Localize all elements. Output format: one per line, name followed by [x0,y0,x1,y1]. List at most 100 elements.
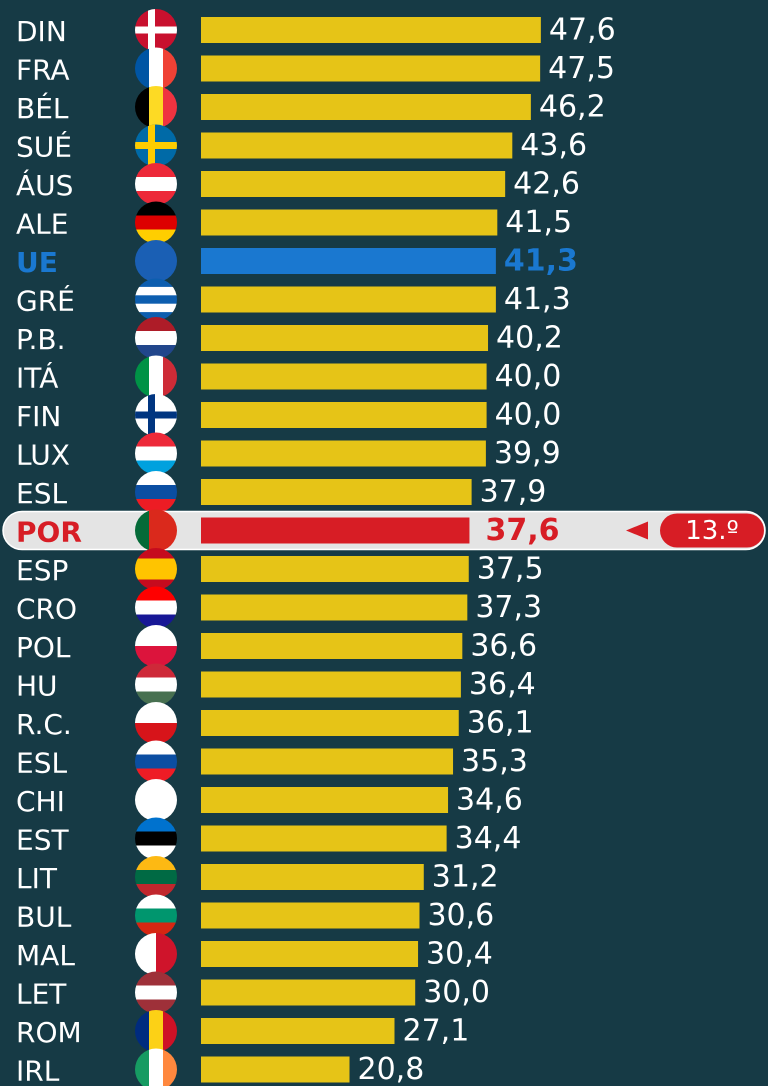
value-label: 30,0 [423,975,490,1010]
flag-stripe [149,47,164,90]
flag [135,702,177,744]
flag-stripe [135,569,177,580]
bar [201,710,459,736]
category-label: POL [16,631,71,664]
bar [201,55,541,82]
flag-stripe [135,856,177,871]
value-label: 31,2 [432,860,499,895]
value-label: 37,3 [475,590,542,625]
flag-stripe [135,985,177,1000]
value-label: 34,6 [456,783,523,818]
flag-stripe [135,295,177,305]
category-label: ESL [16,477,67,510]
flag-cross [148,9,155,51]
flag-stripe [135,817,177,832]
flag-cross [148,124,155,167]
flag-stripe [135,922,177,937]
flag-stripe [135,831,177,846]
value-label: 20,8 [358,1052,425,1086]
flag-stripe [135,177,177,192]
value-label: 36,4 [469,667,536,702]
value-label: 39,9 [494,436,561,471]
flag-stripe [135,845,177,860]
bar [201,132,513,159]
category-label: LET [16,978,67,1011]
bar [201,787,449,813]
flag-stripe [149,509,164,552]
flag-stripe [135,191,177,205]
bar [201,94,531,120]
value-label: 35,3 [461,744,528,779]
category-label: GRÉ [16,284,75,318]
flag-stripe [135,509,150,552]
flag-stripe [135,355,150,398]
flag-stripe [135,558,177,570]
flag-stripe [135,499,177,513]
flag-stripe [135,723,177,744]
flag-stripe [163,47,177,90]
flag [135,625,177,667]
flag [135,1010,177,1052]
category-label: CHI [16,785,65,818]
value-label: 40,2 [496,321,563,356]
flag-stripe [135,47,150,90]
category-label: BÉL [16,91,69,125]
category-label: LIT [16,862,58,895]
flag-stripe [135,471,177,486]
bar [201,825,447,852]
category-label: HU [16,670,58,703]
bar [201,248,496,274]
category-label: FRA [16,54,70,87]
category-label: ROM [16,1016,82,1049]
bar [201,1056,350,1083]
value-label: 41,5 [505,205,572,240]
bar [201,479,472,505]
flag [135,779,177,821]
flag [135,586,177,629]
flag-stripe [135,646,177,667]
bar [201,209,498,236]
flag-stripe [163,355,177,398]
flag-stripe [135,229,177,244]
flag-stripe [135,702,177,724]
flag-stripe [135,625,177,647]
bar [201,671,461,698]
flag-stripe [135,317,177,332]
flag-stripe [149,1010,164,1052]
flag-stripe [135,677,177,692]
flag-stripe [135,331,177,346]
flag [135,124,177,167]
value-label: 27,1 [402,1014,469,1049]
category-label: EST [16,824,69,857]
category-label: R.C. [16,708,72,741]
flag [135,933,177,975]
flag-stripe [135,870,177,885]
category-label: SUÉ [16,130,72,164]
flag [135,548,177,590]
flag [135,740,177,783]
flag-stripe [135,779,177,821]
flag-stripe [149,355,164,398]
flag-stripe [135,933,157,975]
annotation-arrow [626,521,648,540]
category-label: MAL [16,939,75,972]
value-label: 46,2 [539,90,606,125]
value-label: 37,9 [480,475,547,510]
flag [135,317,177,359]
category-label: BUL [16,901,72,934]
value-label: 40,0 [495,359,562,394]
flag-cross [135,142,177,149]
flag [135,432,177,475]
flag [135,1048,177,1086]
flag-stripe [135,1010,150,1052]
flag-stripe [135,215,177,230]
value-label: 30,6 [427,898,494,933]
flag-stripe [135,286,177,296]
value-label: 43,6 [520,128,587,163]
flag-stripe [135,894,177,909]
flag [135,163,177,205]
bar [201,556,469,582]
flag-stripe [135,971,177,986]
category-label: ITÁ [16,361,58,395]
